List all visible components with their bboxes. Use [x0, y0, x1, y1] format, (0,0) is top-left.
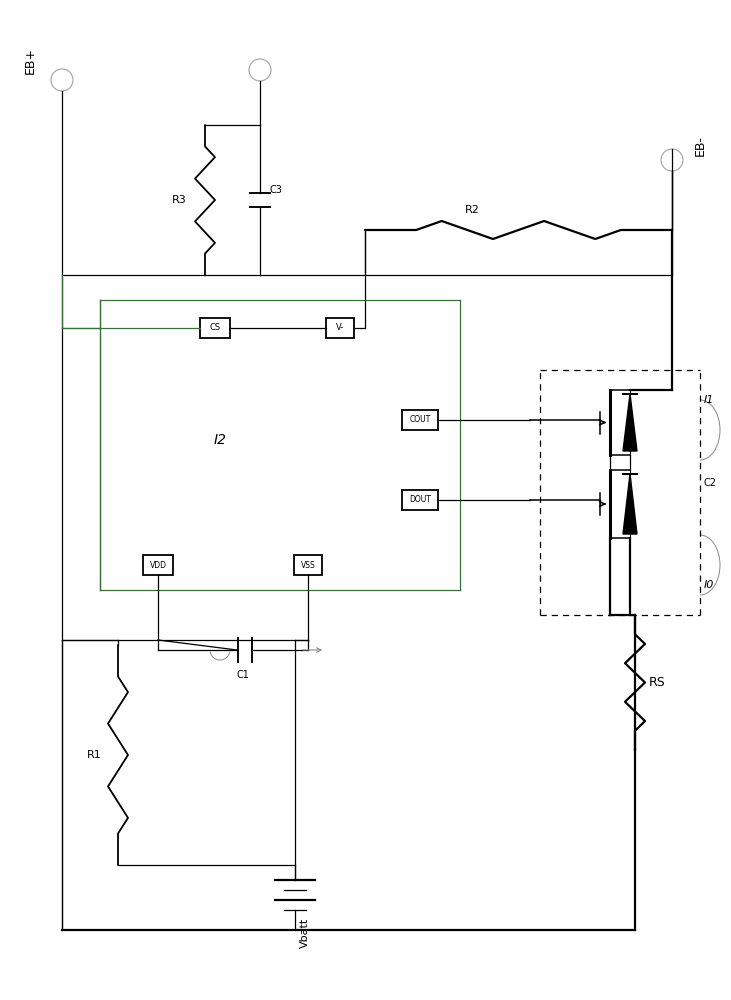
Bar: [143, 555, 173, 575]
Text: Vbatt: Vbatt: [300, 918, 310, 948]
Bar: [326, 318, 354, 338]
Text: R2: R2: [465, 205, 480, 215]
Text: I2: I2: [213, 433, 227, 447]
Polygon shape: [623, 474, 637, 534]
Text: C2: C2: [704, 478, 717, 488]
Polygon shape: [623, 394, 637, 451]
Bar: [402, 490, 438, 510]
Bar: [402, 410, 438, 430]
Text: C1: C1: [237, 670, 249, 680]
Text: EB-: EB-: [694, 134, 706, 155]
Bar: [294, 555, 322, 575]
Text: C3: C3: [270, 185, 283, 195]
Text: R1: R1: [87, 750, 102, 760]
Bar: [200, 318, 230, 338]
Text: V-: V-: [336, 324, 344, 332]
Text: CS: CS: [210, 324, 221, 332]
Text: VDD: VDD: [150, 560, 167, 570]
Text: EB+: EB+: [23, 46, 37, 74]
Text: I0: I0: [704, 580, 714, 590]
Text: R3: R3: [173, 195, 187, 205]
Text: COUT: COUT: [409, 416, 431, 424]
Text: RS: RS: [649, 676, 666, 689]
Text: VSS: VSS: [300, 560, 315, 570]
Text: DOUT: DOUT: [409, 495, 431, 504]
Text: I1: I1: [704, 395, 714, 405]
